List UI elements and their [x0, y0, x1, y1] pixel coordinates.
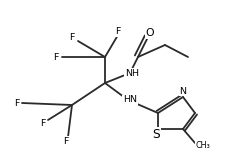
Text: F: F	[63, 136, 69, 146]
Text: F: F	[69, 33, 75, 42]
Text: CH₃: CH₃	[196, 141, 210, 149]
Text: F: F	[53, 52, 59, 62]
Text: F: F	[40, 118, 46, 128]
Text: F: F	[14, 99, 20, 108]
Text: F: F	[115, 28, 121, 36]
Text: NH: NH	[125, 68, 139, 78]
Text: S: S	[152, 128, 160, 141]
Text: N: N	[179, 86, 186, 96]
Text: O: O	[146, 28, 154, 38]
Text: HN: HN	[123, 96, 137, 104]
